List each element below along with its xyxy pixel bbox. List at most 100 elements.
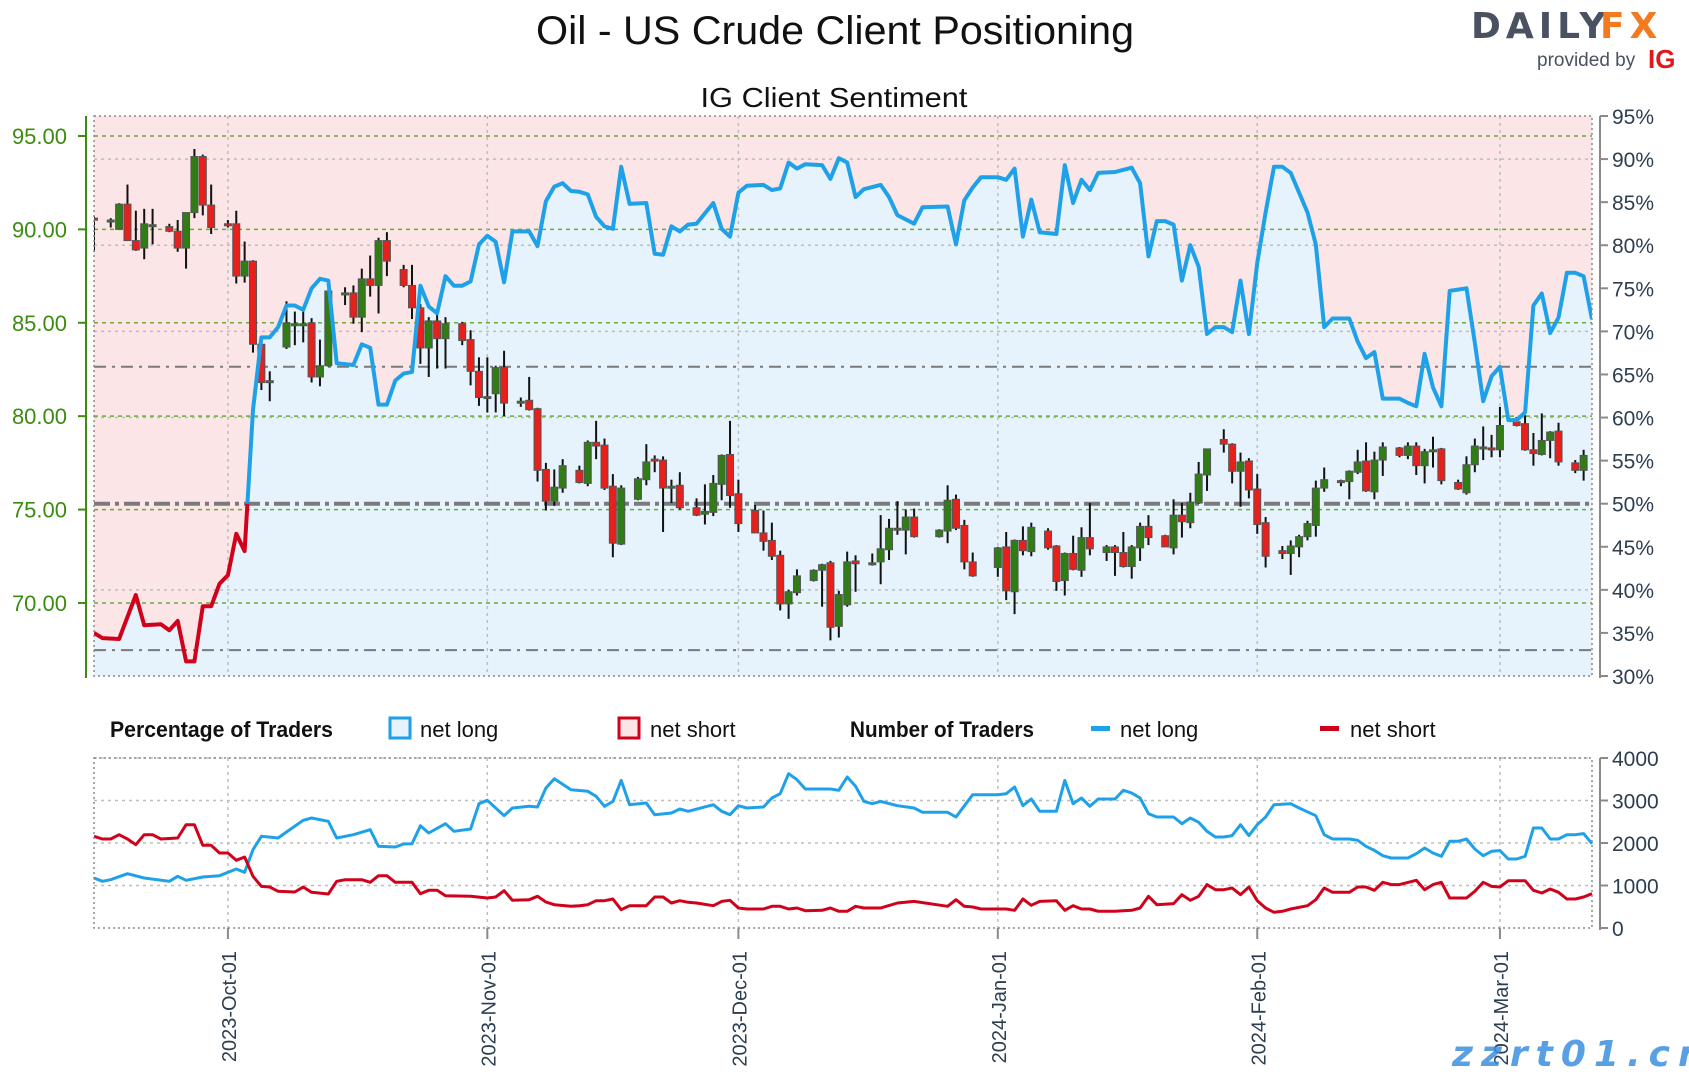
candle-body-up bbox=[885, 527, 894, 551]
candle-body-down bbox=[382, 240, 391, 262]
candle bbox=[232, 210, 241, 284]
candle-body-up bbox=[583, 441, 592, 484]
candle-body-up bbox=[667, 485, 676, 489]
candle bbox=[1052, 545, 1061, 591]
candle bbox=[1261, 517, 1270, 568]
candle-body-up bbox=[1420, 451, 1429, 467]
candle-body-down bbox=[349, 292, 358, 318]
candle-body-up bbox=[374, 240, 383, 286]
candle bbox=[1010, 539, 1019, 615]
candle bbox=[1060, 552, 1069, 596]
candle-body-up bbox=[140, 223, 149, 249]
candle bbox=[600, 438, 609, 490]
candle bbox=[1144, 515, 1153, 546]
candle bbox=[366, 255, 375, 297]
candle-body-up bbox=[1010, 539, 1019, 593]
candle-body-down bbox=[1177, 514, 1186, 523]
candle bbox=[1077, 527, 1086, 577]
candle bbox=[148, 208, 157, 245]
candle-body-up bbox=[1236, 461, 1245, 472]
pct-tick-label: 50% bbox=[1612, 494, 1654, 517]
candle bbox=[106, 218, 115, 228]
candle bbox=[1027, 522, 1036, 557]
candle-body-up bbox=[1546, 431, 1555, 441]
candle bbox=[433, 313, 442, 369]
candle-body-down bbox=[968, 561, 977, 577]
candle bbox=[349, 285, 358, 324]
candle bbox=[408, 264, 417, 320]
candle bbox=[951, 494, 960, 531]
pct-axis-ticks: 95% 90% 85% 80% 75% 70% 65% 60% 55% 50% 45% 40% 35% 3… bbox=[1600, 106, 1654, 689]
candle-body-down bbox=[232, 223, 241, 277]
candle-body-up bbox=[876, 548, 885, 563]
candle-body-up bbox=[818, 564, 827, 571]
pct-tick-label: 80% bbox=[1612, 235, 1654, 258]
candle-body-up bbox=[240, 260, 249, 277]
candle-body-down bbox=[249, 260, 258, 345]
candle-body-down bbox=[198, 156, 207, 206]
candle-body-down bbox=[592, 441, 601, 447]
candle bbox=[993, 546, 1002, 577]
pct-tick-label: 85% bbox=[1612, 192, 1654, 215]
price-tick-label: 75.00 bbox=[12, 498, 67, 523]
candle-body-up bbox=[1311, 487, 1320, 526]
candle bbox=[1537, 413, 1546, 456]
price-tick-label: 85.00 bbox=[12, 311, 67, 336]
candle-body-up bbox=[700, 510, 709, 515]
pct-tick-label: 95% bbox=[1612, 106, 1654, 129]
candle bbox=[1219, 429, 1228, 453]
candle bbox=[1102, 545, 1111, 561]
candle-body-up bbox=[357, 278, 366, 318]
candle bbox=[1085, 503, 1094, 556]
pct-tick-label: 75% bbox=[1612, 278, 1654, 301]
candle-body-up bbox=[1403, 445, 1412, 456]
candle bbox=[483, 357, 492, 413]
candle bbox=[94, 216, 98, 252]
candle bbox=[851, 555, 860, 592]
traders-tick-label: 1000 bbox=[1612, 876, 1659, 899]
candle-body-down bbox=[1052, 545, 1061, 582]
candle bbox=[1002, 531, 1011, 601]
candle bbox=[826, 560, 835, 641]
date-tick-label: 2023-Oct-01 bbox=[219, 951, 241, 1062]
candle bbox=[726, 420, 735, 508]
candle bbox=[1044, 528, 1053, 550]
pct-tick-label: 35% bbox=[1612, 623, 1654, 646]
candle-body-down bbox=[1244, 460, 1253, 491]
candle-body-down bbox=[851, 560, 860, 565]
candle bbox=[516, 397, 525, 407]
candle bbox=[709, 475, 718, 517]
legend-num-net-short: net short bbox=[1350, 717, 1436, 742]
candle-body-down bbox=[1336, 480, 1345, 484]
candle-body-down bbox=[474, 370, 483, 398]
candle-body-up bbox=[265, 380, 274, 384]
candle-body-up bbox=[1286, 545, 1295, 554]
candle-body-up bbox=[190, 156, 199, 214]
candle-body-down bbox=[608, 485, 617, 544]
candle bbox=[1161, 534, 1170, 548]
candle-body-down bbox=[767, 539, 776, 557]
candle-body-down bbox=[533, 408, 542, 471]
candle bbox=[265, 371, 274, 402]
candle-body-down bbox=[826, 562, 835, 628]
date-tick-label: 2023-Nov-01 bbox=[478, 951, 500, 1067]
candle bbox=[1437, 447, 1446, 485]
candle-body-up bbox=[1579, 454, 1588, 471]
candle bbox=[558, 459, 567, 493]
price-tick-label: 80.00 bbox=[12, 404, 67, 429]
candle bbox=[876, 515, 885, 585]
candle-body-down bbox=[1219, 439, 1228, 445]
candle-body-up bbox=[834, 594, 843, 627]
candle-body-up bbox=[893, 527, 902, 531]
candle-body-down bbox=[1512, 421, 1521, 427]
candle-body-up bbox=[1203, 448, 1212, 476]
candle-body-down bbox=[759, 532, 768, 542]
candle-body-down bbox=[951, 498, 960, 529]
candle-body-down bbox=[1554, 430, 1563, 463]
candle bbox=[633, 476, 642, 501]
dailyfx-logo: DAILY FX provided by IG bbox=[1471, 6, 1675, 74]
traders-gridlines bbox=[94, 757, 1592, 928]
candle-body-down bbox=[1571, 462, 1580, 471]
price-axis-ticks: 95.00 90.00 85.00 80.00 75.00 70.00 bbox=[12, 124, 86, 616]
